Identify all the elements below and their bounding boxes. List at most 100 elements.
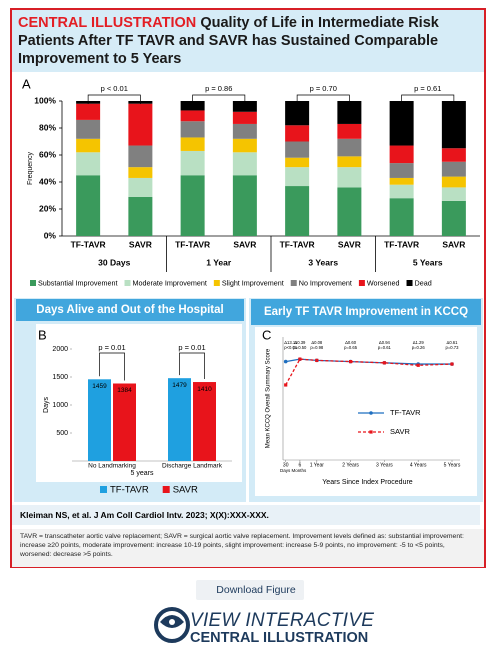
download-button[interactable]: Download Figure	[196, 580, 304, 600]
bar-segment	[232, 101, 257, 112]
p-value: p < 0.01	[101, 84, 128, 93]
x-tick-label: 30	[283, 462, 289, 468]
bar-segment	[128, 167, 153, 178]
bar-segment	[76, 175, 101, 236]
logo-line[interactable]: VIEW INTERACTIVE	[190, 610, 375, 631]
legend-swatch	[406, 280, 413, 286]
p-bracket	[99, 352, 125, 381]
annotation: Δ0.08	[311, 340, 323, 345]
bar-segment	[232, 138, 257, 153]
legend-marker	[369, 430, 373, 434]
legend-label: SAVR	[390, 427, 410, 436]
bar-segment	[76, 152, 101, 176]
bar-segment	[232, 175, 257, 236]
point	[450, 362, 454, 366]
legend-swatch	[213, 280, 220, 286]
legend-swatch	[100, 486, 107, 493]
annotation: p=0.65	[344, 345, 358, 350]
legend-label: TF-TAVR	[110, 485, 149, 496]
bar-segment	[285, 125, 310, 142]
y-axis-label: Mean KCCQ Overall Summary Score	[266, 348, 272, 448]
bar-segment	[389, 184, 414, 199]
point	[284, 383, 288, 387]
bar-segment	[128, 103, 153, 146]
legend-swatch	[124, 280, 131, 286]
bar-segment	[232, 123, 257, 139]
bar-segment	[337, 138, 362, 157]
x-tick-label: No Landmarking	[88, 463, 136, 470]
y-axis-label: Frequency	[27, 151, 34, 185]
x-axis-label: 5 years	[131, 470, 154, 477]
y-tick-label: 20%	[39, 203, 56, 213]
annotation: Δ13.11	[284, 340, 298, 345]
x-tick-label: 3 Years	[376, 462, 393, 468]
group-label: 30 Days	[98, 257, 130, 267]
x-tick-label: SAVR	[442, 239, 465, 249]
annotation: p<0.01	[284, 345, 298, 350]
logo-line[interactable]: CENTRAL ILLUSTRATION	[190, 630, 369, 646]
point	[349, 360, 353, 364]
bar-segment	[441, 200, 466, 236]
bar-segment	[76, 103, 101, 120]
legend-swatch	[290, 280, 297, 286]
p-value: p = 0.01	[98, 343, 125, 352]
x-tick-label: SAVR	[233, 239, 256, 249]
p-bracket	[179, 352, 205, 380]
annotation: p=0.50	[293, 345, 307, 350]
bar-segment	[232, 111, 257, 124]
y-tick-label: 80%	[39, 122, 56, 132]
annotation: Δ0.39	[294, 340, 306, 345]
bar-segment	[389, 145, 414, 164]
x-tick-label: 1 Year	[310, 462, 325, 468]
x-tick-label: SAVR	[129, 239, 152, 249]
p-value: p = 0.61	[414, 84, 441, 93]
bar-segment	[285, 167, 310, 187]
bar	[193, 382, 216, 461]
y-axis-label: Days	[43, 397, 50, 413]
bar-segment	[285, 101, 310, 126]
download-text[interactable]: Download Figure	[216, 584, 296, 596]
logo-icon	[154, 607, 190, 643]
annotation: p=0.98	[310, 345, 324, 350]
bar-segment	[389, 198, 414, 236]
p-bracket	[296, 94, 350, 104]
bar-segment	[337, 156, 362, 168]
annotation: p=0.26	[412, 345, 426, 350]
bar-segment	[337, 187, 362, 236]
annotation: Δ0.60	[345, 340, 357, 345]
bar-segment	[232, 152, 257, 176]
illustration-frame	[10, 8, 486, 568]
legend-label: TF-TAVR	[390, 408, 421, 417]
point	[416, 363, 420, 367]
panel-title: Days Alive and Out of the Hospital	[16, 299, 244, 321]
legend-marker	[369, 411, 373, 415]
x-tick-label: TF-TAVR	[280, 239, 315, 249]
y-tick-label: 1500	[52, 374, 68, 381]
x-tick-label: TF-TAVR	[71, 239, 106, 249]
bar	[113, 383, 136, 461]
bar-segment	[389, 177, 414, 185]
point	[283, 359, 288, 364]
value-label: 1459	[92, 383, 107, 390]
bar-segment	[337, 123, 362, 139]
bar	[168, 378, 191, 461]
header-title: Quality of Life in Intermediate Risk Pat…	[18, 15, 439, 67]
annotation: p=0.61	[378, 345, 392, 350]
bar-segment	[180, 137, 205, 151]
bar-segment	[441, 176, 466, 188]
bar-segment	[441, 161, 466, 177]
legend-label: Moderate Improvement	[133, 278, 207, 287]
p-bracket	[87, 94, 141, 104]
bar-segment	[337, 167, 362, 188]
point	[382, 361, 386, 365]
y-tick-label: 40%	[39, 176, 56, 186]
y-tick-label: 0%	[44, 230, 57, 240]
value-label: 1479	[172, 382, 187, 389]
footnote: TAVR = transcatheter aortic valve replac…	[12, 529, 484, 567]
x-sublabel: Days Months	[280, 468, 307, 473]
bar-segment	[76, 119, 101, 139]
bar-segment	[441, 148, 466, 162]
x-tick-label: 6	[299, 462, 302, 468]
